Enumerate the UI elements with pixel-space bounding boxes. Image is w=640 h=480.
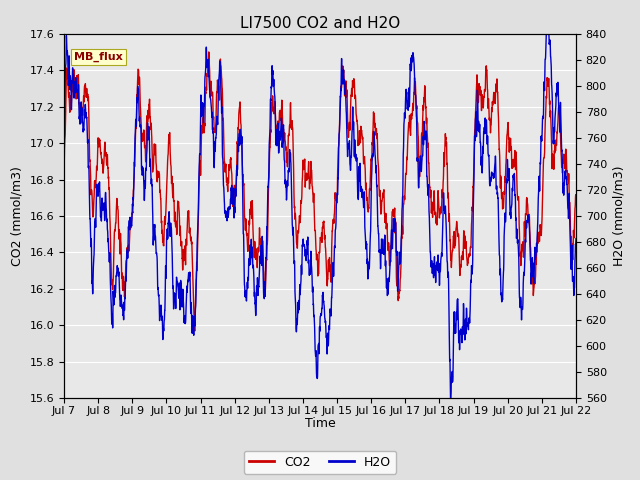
H2O — [149, 213, 157, 218]
H2O — [278, 140, 286, 146]
CO2 — [118, 279, 126, 285]
CO2 — [60, 177, 68, 182]
Legend: CO2, H2O: CO2, H2O — [244, 451, 396, 474]
H2O — [563, 174, 570, 180]
CO2 — [279, 126, 287, 132]
H2O — [572, 236, 580, 241]
H2O — [60, 130, 68, 135]
CO2 — [572, 192, 580, 198]
CO2 — [191, 328, 198, 334]
H2O — [118, 306, 126, 312]
Y-axis label: H2O (mmol/m3): H2O (mmol/m3) — [612, 166, 625, 266]
CO2 — [205, 49, 212, 55]
Title: LI7500 CO2 and H2O: LI7500 CO2 and H2O — [240, 16, 400, 31]
CO2 — [508, 145, 515, 151]
H2O — [507, 212, 515, 218]
H2O — [543, 31, 550, 36]
CO2 — [257, 237, 264, 242]
Y-axis label: CO2 (mmol/m3): CO2 (mmol/m3) — [11, 166, 24, 266]
Text: MB_flux: MB_flux — [74, 52, 123, 62]
H2O — [447, 396, 454, 401]
X-axis label: Time: Time — [305, 418, 335, 431]
H2O — [257, 257, 264, 263]
Line: H2O: H2O — [64, 34, 576, 398]
CO2 — [563, 149, 570, 155]
CO2 — [149, 168, 157, 174]
Line: CO2: CO2 — [64, 52, 576, 331]
